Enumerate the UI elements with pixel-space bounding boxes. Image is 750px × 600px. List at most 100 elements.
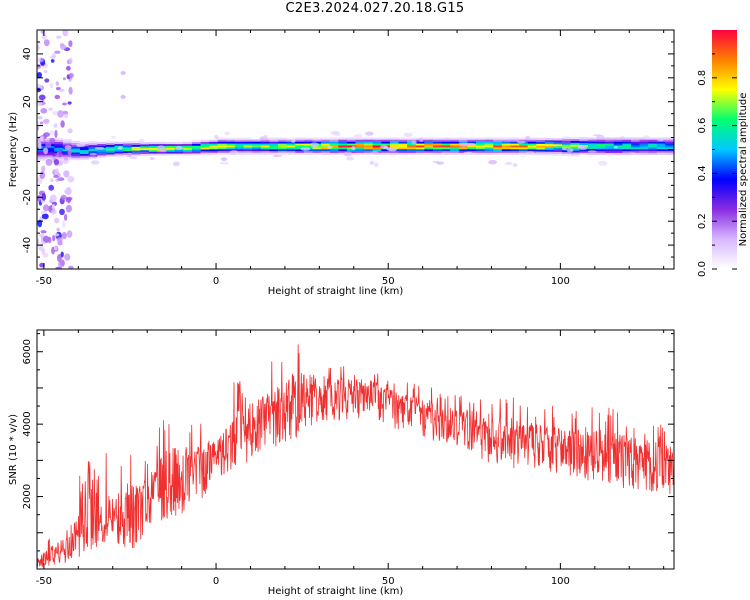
heatmap-cell bbox=[553, 149, 563, 152]
heatmap-cell bbox=[269, 137, 279, 140]
heatmap-cell bbox=[174, 143, 184, 146]
heatmap-cell bbox=[45, 142, 52, 148]
heatmap-cell bbox=[605, 141, 614, 144]
heatmap-cell bbox=[71, 144, 81, 147]
heatmap-cell bbox=[536, 149, 546, 152]
heatmap-cell bbox=[200, 141, 210, 144]
heatmap-cell bbox=[510, 150, 520, 154]
heatmap-cell bbox=[596, 150, 606, 154]
heatmap-cell bbox=[80, 145, 89, 149]
heatmap-cell bbox=[458, 149, 468, 152]
heatmap-cell bbox=[338, 145, 348, 148]
heatmap-cell bbox=[278, 141, 287, 144]
heatmap-cell bbox=[55, 81, 59, 86]
heatmap-cell bbox=[52, 110, 59, 116]
heatmap-cell bbox=[269, 152, 279, 155]
heatmap-cell bbox=[372, 152, 382, 155]
heatmap-cell bbox=[346, 143, 356, 146]
heatmap-cell bbox=[49, 130, 55, 136]
heatmap-cell bbox=[553, 147, 563, 151]
heatmap-cell bbox=[631, 139, 640, 142]
heatmap-cell bbox=[131, 148, 141, 151]
heatmap-cell bbox=[105, 152, 115, 155]
heatmap-cell bbox=[407, 149, 416, 152]
heatmap-cell bbox=[433, 139, 442, 142]
heatmap-cell bbox=[467, 152, 477, 155]
heatmap-cell bbox=[415, 149, 425, 152]
heatmap-cell bbox=[54, 94, 61, 100]
heatmap-cell bbox=[88, 141, 98, 144]
heatmap-cell bbox=[310, 142, 319, 148]
heatmap-cell bbox=[217, 147, 227, 150]
heatmap-cell bbox=[191, 143, 201, 146]
heatmap-cell bbox=[544, 151, 554, 154]
heatmap-cell bbox=[411, 140, 417, 145]
heatmap-cell bbox=[631, 143, 640, 146]
colorbar-tick-label: 0.6 bbox=[697, 118, 708, 134]
heatmap-cell bbox=[544, 153, 554, 156]
heatmap-cell bbox=[544, 147, 554, 150]
heatmap-cell bbox=[372, 141, 382, 144]
heatmap-cell bbox=[441, 139, 451, 142]
heatmap-cell bbox=[433, 147, 442, 150]
heatmap-cell bbox=[501, 150, 511, 154]
heatmap-cell bbox=[62, 110, 69, 115]
heatmap-cell bbox=[174, 141, 184, 145]
heatmap-cell bbox=[501, 152, 511, 155]
heatmap-cell bbox=[269, 139, 279, 142]
heatmap-cell bbox=[501, 149, 511, 152]
heatmap-cell bbox=[493, 141, 503, 144]
heatmap-cell bbox=[519, 152, 528, 155]
heatmap-cell bbox=[37, 45, 40, 51]
heatmap-cell bbox=[43, 147, 49, 155]
heatmap-cell bbox=[226, 139, 236, 142]
heatmap-cell bbox=[183, 149, 193, 152]
colorbar-label: Normalized spectral amplitude bbox=[738, 93, 749, 247]
heatmap-cell bbox=[643, 135, 650, 140]
heatmap-cell bbox=[544, 143, 554, 146]
heatmap-cell bbox=[577, 146, 588, 150]
heatmap-cell bbox=[68, 40, 73, 47]
heatmap-cell bbox=[329, 143, 339, 146]
heatmap-cell bbox=[37, 141, 46, 145]
heatmap-cell bbox=[656, 137, 666, 140]
heatmap-cell bbox=[42, 252, 49, 258]
heatmap-cell bbox=[665, 150, 674, 154]
heatmap-cell bbox=[501, 147, 511, 150]
heatmap-cell bbox=[303, 152, 313, 155]
heatmap-cell bbox=[596, 137, 606, 140]
heatmap-cell bbox=[37, 115, 43, 120]
heatmap-cell bbox=[243, 147, 253, 150]
heatmap-cell bbox=[484, 145, 494, 148]
heatmap-cell bbox=[519, 147, 528, 150]
heatmap-cell bbox=[613, 141, 623, 144]
heatmap-cell bbox=[415, 147, 425, 150]
heatmap-cell bbox=[587, 146, 597, 150]
heatmap-cell bbox=[321, 143, 330, 146]
heatmap-cell bbox=[269, 143, 279, 146]
heatmap-cell bbox=[620, 136, 625, 139]
heatmap-cell bbox=[467, 147, 477, 150]
heatmap-cell bbox=[596, 147, 606, 150]
heatmap-cell bbox=[174, 153, 184, 156]
heatmap-cell bbox=[37, 159, 46, 162]
heatmap-cell bbox=[436, 161, 445, 165]
heatmap-cell bbox=[51, 204, 56, 210]
heatmap-cell bbox=[37, 63, 42, 70]
heatmap-cell bbox=[53, 159, 60, 166]
heatmap-cell bbox=[157, 141, 167, 145]
heatmap-cell bbox=[587, 137, 597, 140]
heatmap-cell bbox=[260, 147, 270, 150]
heatmap-cell bbox=[131, 150, 141, 153]
heatmap-cell bbox=[381, 150, 391, 154]
heatmap-cell bbox=[639, 149, 649, 152]
heatmap-cell bbox=[71, 148, 81, 151]
heatmap-cell bbox=[329, 139, 339, 142]
heatmap-cell bbox=[37, 151, 46, 154]
heatmap-cell bbox=[295, 139, 305, 142]
heatmap-cell bbox=[372, 137, 382, 140]
heatmap-cell bbox=[613, 149, 623, 152]
heatmap-cell bbox=[327, 145, 333, 149]
heatmap-cell bbox=[398, 141, 408, 144]
heatmap-cell bbox=[54, 158, 64, 162]
